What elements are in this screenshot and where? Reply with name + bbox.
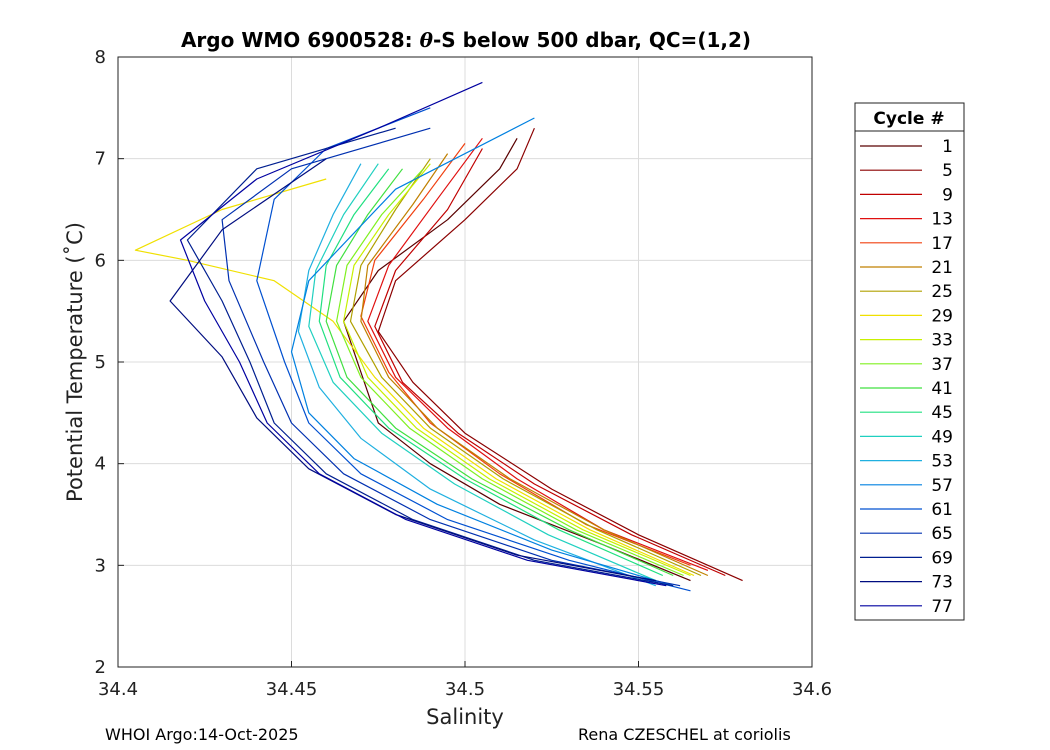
y-tick-label: 5 xyxy=(95,352,106,373)
axis-ticks: 34.4 34.45 34.5 34.55 34.6 2 3 4 5 6 7 8 xyxy=(95,47,832,700)
legend-label-65: 65 xyxy=(931,524,953,544)
legend: Cycle # 1 5 9 13 17 21 25 29 33 37 41 45 49 53 57 61 65 6… xyxy=(854,102,965,621)
series-line-cycle-61 xyxy=(256,107,691,592)
legend-label-69: 69 xyxy=(931,548,953,568)
x-tick-label: 34.5 xyxy=(445,679,485,700)
legend-label-21: 21 xyxy=(931,258,953,278)
series-line-cycle-65 xyxy=(221,127,681,587)
y-axis-label: Potential Temperature (˚C) xyxy=(63,222,87,502)
series-group xyxy=(134,81,743,592)
series-line-cycle-73 xyxy=(169,158,656,582)
y-tick-label: 3 xyxy=(95,555,106,576)
grid-lines xyxy=(118,57,812,667)
legend-label-53: 53 xyxy=(931,452,953,472)
legend-items: 1 5 9 13 17 21 25 29 33 37 41 45 49 53 57 61 65 69 73 77 xyxy=(860,137,953,617)
footer-left: WHOI Argo:14-Oct-2025 xyxy=(105,725,299,744)
legend-box xyxy=(854,102,965,621)
x-axis-label: Salinity xyxy=(426,705,504,729)
legend-label-33: 33 xyxy=(931,331,953,351)
legend-label-13: 13 xyxy=(931,210,953,230)
legend-label-1: 1 xyxy=(942,137,953,157)
y-tick-label: 7 xyxy=(95,149,106,170)
series-line-cycle-45 xyxy=(318,168,664,577)
series-line-cycle-53 xyxy=(297,163,657,587)
y-tick-label: 4 xyxy=(95,454,106,475)
y-tick-label: 2 xyxy=(95,657,106,678)
series-line-cycle-13 xyxy=(367,137,709,571)
legend-label-45: 45 xyxy=(931,403,953,423)
legend-label-61: 61 xyxy=(931,500,953,520)
y-tick-label: 8 xyxy=(95,47,106,68)
series-line-cycle-9 xyxy=(374,148,726,577)
series-line-cycle-21 xyxy=(360,153,709,577)
x-tick-label: 34.45 xyxy=(266,679,318,700)
legend-label-77: 77 xyxy=(931,597,953,617)
x-tick-label: 34.4 xyxy=(98,679,138,700)
legend-label-49: 49 xyxy=(931,427,953,447)
legend-label-29: 29 xyxy=(931,306,953,326)
legend-label-57: 57 xyxy=(931,476,953,496)
series-line-cycle-49 xyxy=(308,163,657,582)
series-line-cycle-33 xyxy=(343,163,691,577)
series-line-cycle-57 xyxy=(290,117,674,587)
series-line-cycle-77 xyxy=(179,81,667,587)
footer-right: Rena CZESCHEL at coriolis xyxy=(578,725,791,744)
x-tick-label: 34.6 xyxy=(792,679,832,700)
y-tick-label: 6 xyxy=(95,250,106,271)
series-line-cycle-1 xyxy=(343,138,691,582)
series-line-cycle-69 xyxy=(186,127,674,587)
legend-label-25: 25 xyxy=(931,282,953,302)
x-tick-label: 34.55 xyxy=(613,679,665,700)
legend-label-41: 41 xyxy=(931,379,953,399)
legend-title: Cycle # xyxy=(873,109,944,129)
series-line-cycle-25 xyxy=(349,158,702,577)
legend-label-73: 73 xyxy=(931,573,953,593)
series-line-cycle-5 xyxy=(377,127,743,582)
legend-label-37: 37 xyxy=(931,355,953,375)
legend-label-9: 9 xyxy=(942,185,953,205)
legend-label-5: 5 xyxy=(942,161,953,181)
legend-label-17: 17 xyxy=(931,234,953,254)
series-line-cycle-41 xyxy=(325,168,674,577)
series-line-cycle-37 xyxy=(336,168,684,577)
series-line-cycle-29 xyxy=(134,178,695,577)
chart-title: Argo WMO 6900528: θ-S below 500 dbar, QC… xyxy=(181,28,751,52)
